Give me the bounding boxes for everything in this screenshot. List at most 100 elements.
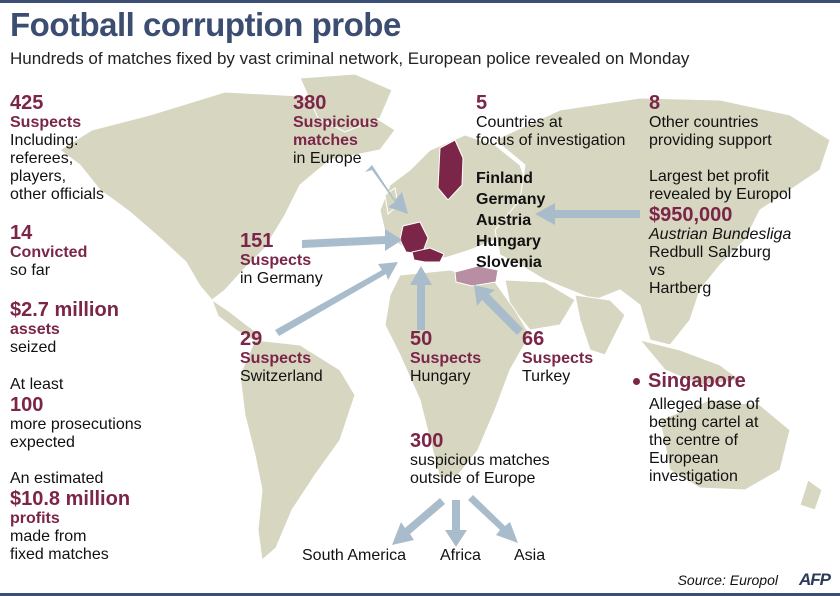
austria-hungary-shape [411, 247, 445, 263]
destination-africa: Africa [440, 547, 481, 564]
hungary-note: Hungary [410, 368, 471, 385]
germany-label: Suspects [240, 252, 312, 269]
convicted-label: Convicted [10, 244, 88, 261]
match-line: Hartberg [649, 280, 712, 297]
singapore-line: investigation [649, 468, 738, 485]
outside-number: 300 [410, 430, 444, 452]
singapore-line: Alleged base of [649, 396, 760, 413]
profits-label: profits [10, 510, 60, 527]
outside-line: suspicious matches [410, 452, 550, 469]
country-name: Slovenia [476, 254, 542, 271]
australia [659, 399, 791, 491]
europe-matches-note: in Europe [293, 150, 362, 167]
hungary-number: 50 [410, 328, 433, 350]
world-map [59, 73, 831, 561]
profits-number: $10.8 million [10, 488, 131, 510]
page-title: Football corruption probe [10, 6, 401, 43]
bottom-rule [0, 593, 840, 596]
match-line: vs [649, 262, 665, 279]
switzerland-note: Switzerland [240, 368, 323, 385]
hungary-block: 50 Suspects Hungary [410, 328, 481, 386]
arrow-africa [445, 500, 467, 547]
suspects-label: Suspects [10, 114, 82, 131]
countries-block: 5 Countries at focus of investigation Fi… [476, 92, 625, 273]
arrow-switzerland [275, 262, 398, 336]
assets-label: assets [10, 321, 60, 338]
arrow-hungary [410, 266, 432, 330]
finland-shape [437, 139, 464, 201]
suspects-line: other officials [10, 186, 104, 203]
germany-note: in Germany [240, 270, 323, 287]
central-america [210, 298, 263, 343]
bet-line: revealed by Europol [649, 186, 792, 203]
arrow-turkey [474, 285, 523, 335]
singapore-block: Singapore Alleged base of betting cartel… [633, 370, 759, 486]
suspects-block: 425 Suspects Including: referees, player… [10, 92, 104, 204]
turkey-shape [454, 265, 499, 287]
page-subtitle: Hundreds of matches fixed by vast crimin… [10, 49, 690, 68]
new-zealand [799, 479, 823, 511]
countries-line: Countries at [476, 114, 563, 131]
europe-matches-block: 380 Suspicious matches in Europe [293, 92, 378, 168]
arrow-asia [468, 495, 518, 543]
profits-pre: An estimated [10, 470, 104, 487]
singapore-marker-icon [633, 378, 640, 386]
switzerland-block: 29 Suspects Switzerland [240, 328, 323, 386]
suspects-line: referees, [10, 150, 74, 167]
arrow-other-countries [535, 203, 640, 225]
other-countries-block: 8 Other countries providing support Larg… [649, 92, 791, 298]
india [574, 294, 626, 356]
south-america [239, 339, 356, 561]
singapore-line: the centre of [649, 432, 738, 449]
top-rule [0, 0, 840, 3]
arrow-germany [302, 229, 402, 251]
germany-number: 151 [240, 230, 274, 252]
assets-note: seized [10, 339, 57, 356]
turkey-block: 66 Suspects Turkey [522, 328, 593, 386]
bet-amount: $950,000 [649, 204, 733, 226]
outside-line: outside of Europe [410, 470, 536, 487]
singapore-name: Singapore [648, 370, 746, 392]
country-name: Finland [476, 170, 533, 187]
destination-south-america: South America [302, 547, 407, 564]
prosecutions-block: At least 100 more prosecutions expected [10, 376, 142, 452]
country-name: Hungary [476, 233, 541, 250]
arrow-europe-matches [365, 165, 408, 214]
convicted-number: 14 [10, 222, 33, 244]
turkey-number: 66 [522, 328, 545, 350]
destination-asia: Asia [514, 547, 546, 564]
country-name: Austria [476, 212, 532, 229]
outside-block: 300 suspicious matches outside of Europe [410, 430, 550, 488]
convicted-block: 14 Convicted so far [10, 222, 87, 280]
prosecutions-pre: At least [10, 376, 64, 393]
europe-matches-label: matches [293, 132, 358, 149]
afp-logo: AFP [799, 570, 831, 589]
league-name: Austrian Bundesliga [649, 226, 792, 243]
countries-line: focus of investigation [476, 132, 626, 149]
turkey-note: Turkey [522, 368, 571, 385]
other-countries-line: Other countries [649, 114, 759, 131]
other-countries-line: providing support [649, 132, 772, 149]
assets-number: $2.7 million [10, 299, 119, 321]
convicted-note: so far [10, 262, 51, 279]
europe-matches-label: Suspicious [293, 114, 379, 131]
prosecutions-number: 100 [10, 394, 44, 416]
europe-matches-number: 380 [293, 92, 327, 114]
other-countries-number: 8 [649, 92, 661, 114]
switzerland-label: Suspects [240, 350, 312, 367]
countries-number: 5 [476, 92, 488, 114]
match-line: Redbull Salzburg [649, 244, 771, 261]
singapore-line: betting cartel at [649, 414, 759, 431]
greenland [299, 73, 393, 133]
asia-landmass [494, 97, 831, 346]
hungary-label: Suspects [410, 350, 482, 367]
arrow-south-america [392, 498, 445, 545]
prosecutions-line: expected [10, 434, 75, 451]
turkey-label: Suspects [522, 350, 594, 367]
source-note: Source: Europol [677, 572, 778, 588]
profits-line: made from [10, 528, 87, 545]
southeast-asia [638, 339, 742, 386]
assets-block: $2.7 million assets seized [10, 299, 119, 357]
suspects-number: 425 [10, 92, 44, 114]
prosecutions-line: more prosecutions [10, 416, 142, 433]
